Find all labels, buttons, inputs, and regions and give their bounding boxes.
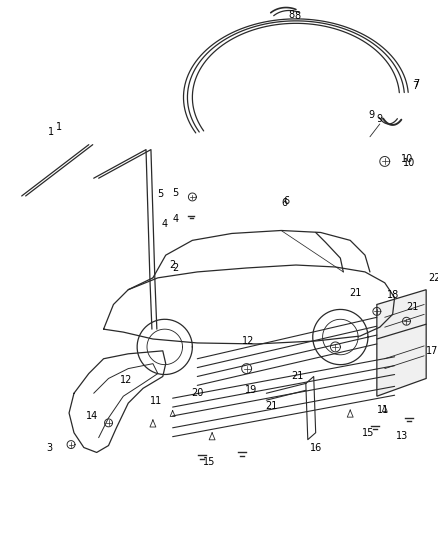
Text: 10: 10 [403,158,415,168]
Text: 19: 19 [245,385,257,395]
Text: 21: 21 [265,401,277,411]
Text: 8: 8 [294,11,300,21]
Text: 5: 5 [156,189,162,199]
Text: 18: 18 [385,289,398,300]
Text: 5: 5 [172,188,178,198]
Text: 9: 9 [368,110,374,120]
Text: 6: 6 [280,198,286,208]
Text: 12: 12 [242,336,254,346]
Text: 4: 4 [161,219,167,229]
Text: 1: 1 [56,122,62,132]
Text: 9: 9 [376,114,382,124]
Text: 1: 1 [48,127,54,137]
Polygon shape [376,289,425,396]
Text: 17: 17 [425,346,437,356]
Text: 16: 16 [309,442,321,453]
Text: 7: 7 [411,82,417,92]
Text: 13: 13 [396,431,408,441]
Text: 7: 7 [412,79,418,90]
Text: 21: 21 [405,302,417,312]
Text: 15: 15 [202,457,215,467]
Text: 10: 10 [400,155,413,165]
Text: 22: 22 [427,273,438,283]
Text: 15: 15 [361,427,373,438]
Text: 21: 21 [291,372,304,382]
Text: 2: 2 [169,260,175,270]
Text: 11: 11 [149,396,162,406]
Text: 4: 4 [172,214,178,224]
Text: 20: 20 [191,388,203,398]
Text: 11: 11 [376,405,388,415]
Text: 6: 6 [283,196,289,206]
Text: 3: 3 [46,442,52,453]
Text: 8: 8 [287,11,293,20]
Text: 14: 14 [85,411,98,421]
Text: 12: 12 [120,375,132,385]
Text: 2: 2 [172,263,178,273]
Text: 21: 21 [348,288,360,297]
